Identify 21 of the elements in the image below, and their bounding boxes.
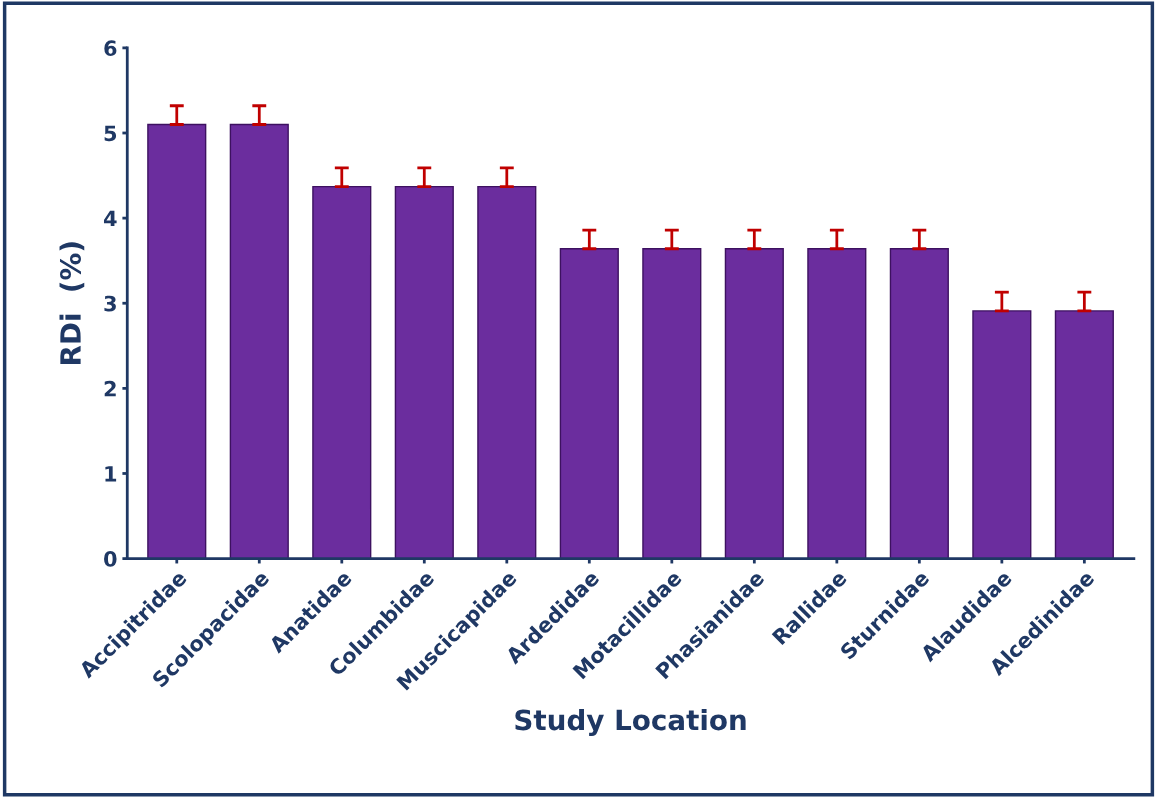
bar [229,123,289,559]
bar [889,248,949,559]
y-tick-label: 6 [104,40,117,57]
y-tick-label: 2 [104,380,116,397]
bar [394,185,454,559]
y-tick-label: 4 [103,210,117,227]
bar [807,248,867,559]
y-tick-label: 0 [104,551,117,567]
bar [642,248,702,559]
bar [1054,310,1114,559]
bar [312,185,372,559]
bar [559,248,619,559]
bar [972,310,1032,559]
y-axis-title: RDi (%) [59,242,85,364]
y-tick-label: 1 [105,466,117,482]
y-tick-label: 3 [104,295,116,312]
bar [724,248,784,559]
bar [147,123,207,559]
y-tick-label: 5 [104,125,117,142]
x-axis-title: Study Location [515,708,746,737]
bar [477,185,537,559]
